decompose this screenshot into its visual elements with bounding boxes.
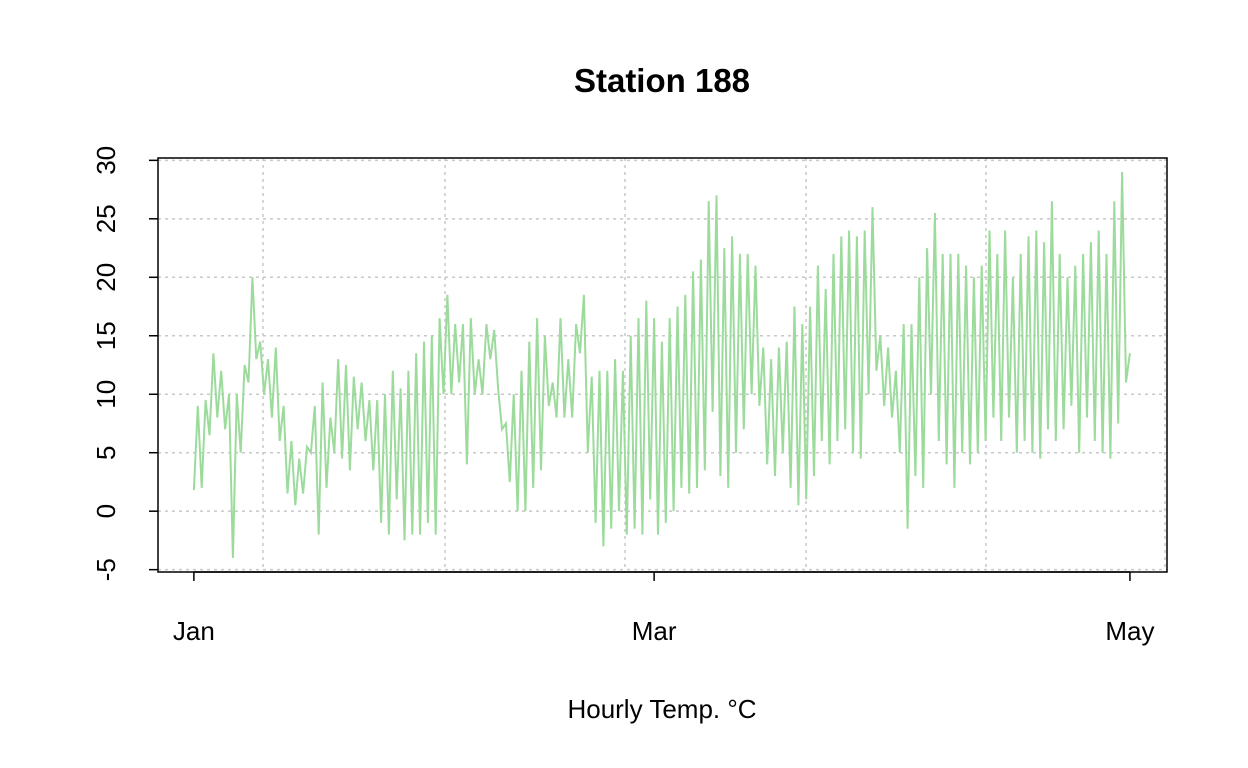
y-tick-label: 25 xyxy=(91,204,121,233)
y-tick-label: -5 xyxy=(91,558,121,581)
x-tick-label: Jan xyxy=(173,616,215,646)
y-tick-label: 20 xyxy=(91,263,121,292)
x-axis-label: Hourly Temp. °C xyxy=(567,694,756,724)
data-line xyxy=(192,171,1131,559)
x-tick-label: Mar xyxy=(632,616,677,646)
vertical-grid xyxy=(262,158,1166,572)
y-tick-label: 15 xyxy=(91,321,121,350)
y-tick-label: 30 xyxy=(91,146,121,175)
y-tick-label: 0 xyxy=(91,504,121,518)
y-tick-label: 5 xyxy=(91,445,121,459)
x-tick-label: May xyxy=(1105,616,1154,646)
chart-title: Station 188 xyxy=(574,62,750,99)
y-tick-label: 10 xyxy=(91,380,121,409)
